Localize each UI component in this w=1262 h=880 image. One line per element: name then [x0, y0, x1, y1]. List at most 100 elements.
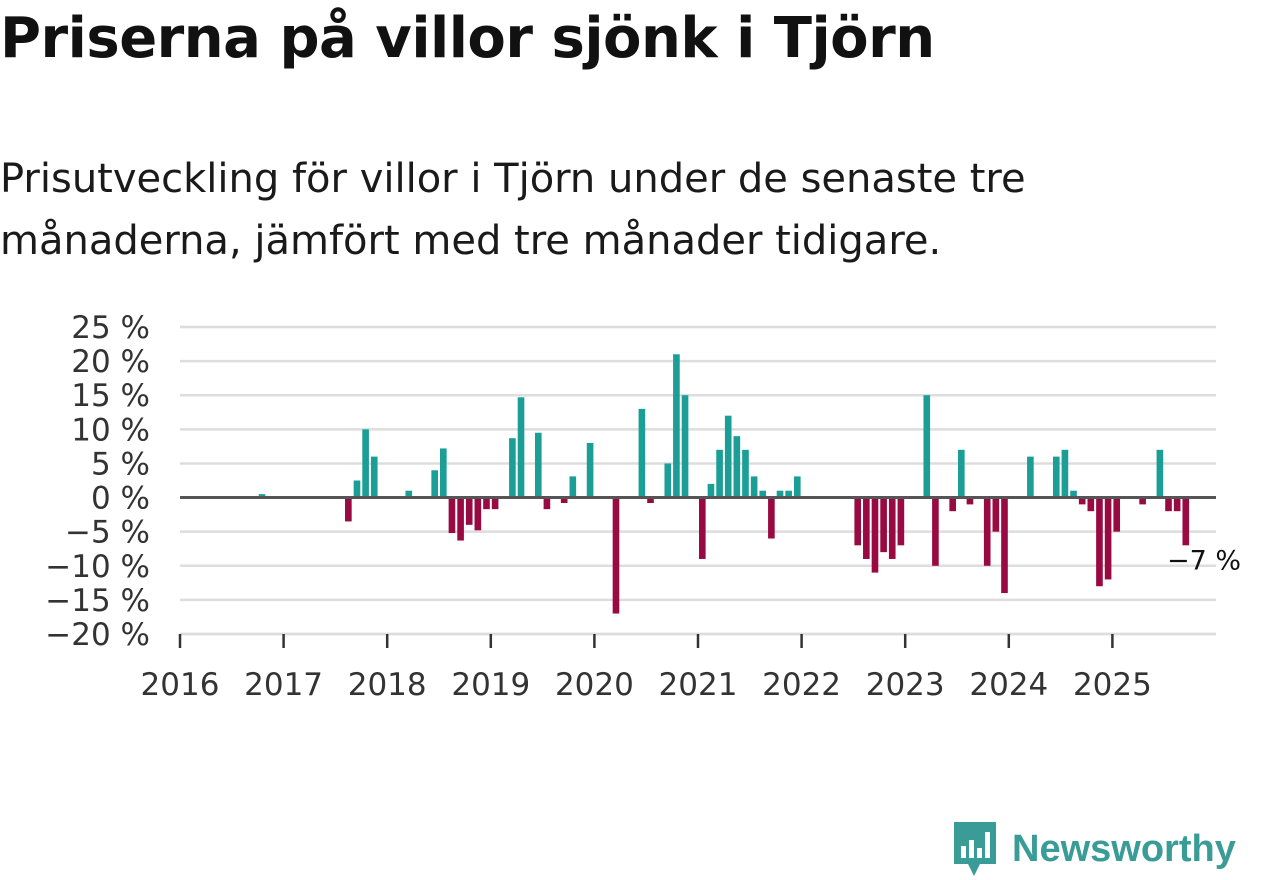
bar-2021-03 [716, 449, 723, 498]
bar-2019-06 [534, 432, 542, 498]
bar-2019-12 [586, 442, 594, 498]
bar-2019-07 [543, 497, 551, 510]
bar-2025-07 [1165, 497, 1172, 512]
newsworthy-logo: Newsworthy [950, 818, 1236, 880]
x-tick-label: 2023 [866, 667, 945, 703]
bar-2024-10 [1087, 497, 1095, 512]
bar-2021-07 [750, 476, 758, 498]
bar-2023-03 [923, 395, 931, 498]
bar-2023-04 [932, 497, 939, 566]
bar-2018-03 [405, 490, 413, 498]
x-tick-label: 2019 [451, 667, 530, 703]
bar-2019-04 [517, 397, 525, 498]
bar-2024-07 [1061, 449, 1069, 498]
bar-2019-09 [560, 497, 568, 504]
bar-2017-08 [345, 497, 352, 522]
bar-2025-09 [1182, 497, 1190, 546]
bar-2021-01 [699, 497, 706, 559]
bar-2018-11 [474, 497, 482, 531]
y-tick-label: 25 % [71, 310, 150, 346]
bar-2023-10 [983, 497, 991, 566]
x-tick-label: 2022 [762, 667, 841, 703]
bar-2020-10 [673, 354, 680, 498]
last-value-label: −7 % [1167, 545, 1241, 576]
x-axis [178, 496, 1216, 648]
x-axis-labels: 2016 2017 2018 2019 2020 2021 2022 2023 2024 2025 [141, 667, 1152, 703]
y-tick-label: 5 % [91, 446, 150, 482]
bar-2023-06 [949, 497, 956, 512]
bar-2018-08 [448, 497, 456, 534]
bar-2021-12 [793, 476, 801, 498]
bar-2025-06 [1156, 449, 1164, 498]
bar-2022-10 [880, 497, 887, 553]
y-tick-label: −10 % [45, 549, 150, 585]
bar-2021-05 [733, 436, 741, 498]
bar-2020-11 [681, 395, 689, 498]
bar-2019-03 [509, 438, 516, 498]
x-tick-label: 2021 [659, 667, 738, 703]
bar-2024-06 [1052, 456, 1060, 498]
bar-2021-09 [768, 497, 775, 539]
bar-2022-11 [888, 497, 896, 559]
bar-2020-06 [638, 408, 646, 498]
chart-title: Priserna på villor sjönk i Tjörn [0, 6, 935, 71]
bar-2017-09 [353, 480, 361, 498]
y-tick-label: −15 % [45, 583, 150, 619]
bar-2020-03 [612, 497, 620, 614]
chart-subtitle: Prisutveckling för villor i Tjörn under … [0, 156, 1026, 264]
bar-2024-03 [1027, 456, 1034, 498]
bar-2024-12 [1104, 497, 1112, 580]
bar-2024-08 [1070, 490, 1077, 498]
bar-2023-11 [992, 497, 1000, 532]
bar-2025-08 [1173, 497, 1181, 512]
x-tick-label: 2016 [141, 667, 220, 703]
bar-2021-04 [724, 415, 732, 498]
bar-2017-11 [370, 456, 378, 498]
bar-2021-08 [759, 490, 767, 498]
x-tick-label: 2018 [348, 667, 427, 703]
y-tick-label: −20 % [45, 617, 150, 653]
bar-2022-07 [854, 497, 862, 546]
bar-2021-02 [707, 483, 715, 498]
bar-2021-06 [742, 449, 749, 498]
y-tick-label: 20 % [71, 344, 150, 380]
annotations: −7 % [1167, 545, 1241, 576]
bar-2021-10 [776, 490, 784, 498]
x-tick-label: 2025 [1073, 667, 1152, 703]
bar-2018-10 [465, 497, 473, 525]
bar-2024-09 [1078, 497, 1086, 505]
y-tick-label: 10 % [71, 412, 150, 448]
bar-2017-10 [362, 429, 369, 498]
bar-2019-10 [569, 476, 577, 498]
bar-2022-12 [897, 497, 905, 546]
bar-2025-01 [1113, 497, 1121, 532]
bar-2023-07 [958, 449, 965, 498]
y-tick-label: 15 % [71, 378, 150, 414]
bar-2018-06 [431, 470, 438, 498]
bars [258, 354, 1190, 614]
bar-2020-07 [647, 497, 654, 504]
bar-2023-12 [1001, 497, 1008, 594]
bar-2019-01 [491, 497, 499, 510]
bar-2021-11 [785, 490, 792, 498]
y-axis-labels: 25 %20 %15 %10 %5 %0 %−5 %−10 %−15 %−20 … [45, 310, 150, 653]
brand-name: Newsworthy [1012, 827, 1236, 870]
bar-2016-10 [258, 494, 266, 498]
y-tick-label: 0 % [91, 481, 150, 517]
bar-2018-09 [457, 497, 464, 541]
bar-2025-04 [1139, 497, 1146, 505]
bar-2018-12 [483, 497, 490, 510]
bar-2018-07 [440, 448, 447, 498]
bar-2022-08 [863, 497, 870, 559]
x-tick-label: 2020 [555, 667, 634, 703]
bar-2024-11 [1096, 497, 1103, 587]
bar-chart: 25 %20 %15 %10 %5 %0 %−5 %−10 %−15 %−20 … [45, 310, 1241, 703]
newsworthy-logo-icon [954, 822, 996, 876]
gridlines [180, 325, 1216, 636]
x-tick-label: 2017 [244, 667, 323, 703]
bar-2020-09 [664, 463, 672, 498]
y-tick-label: −5 % [65, 515, 150, 551]
bar-2023-08 [966, 497, 974, 505]
x-tick-label: 2024 [969, 667, 1048, 703]
bar-2022-09 [871, 497, 879, 573]
